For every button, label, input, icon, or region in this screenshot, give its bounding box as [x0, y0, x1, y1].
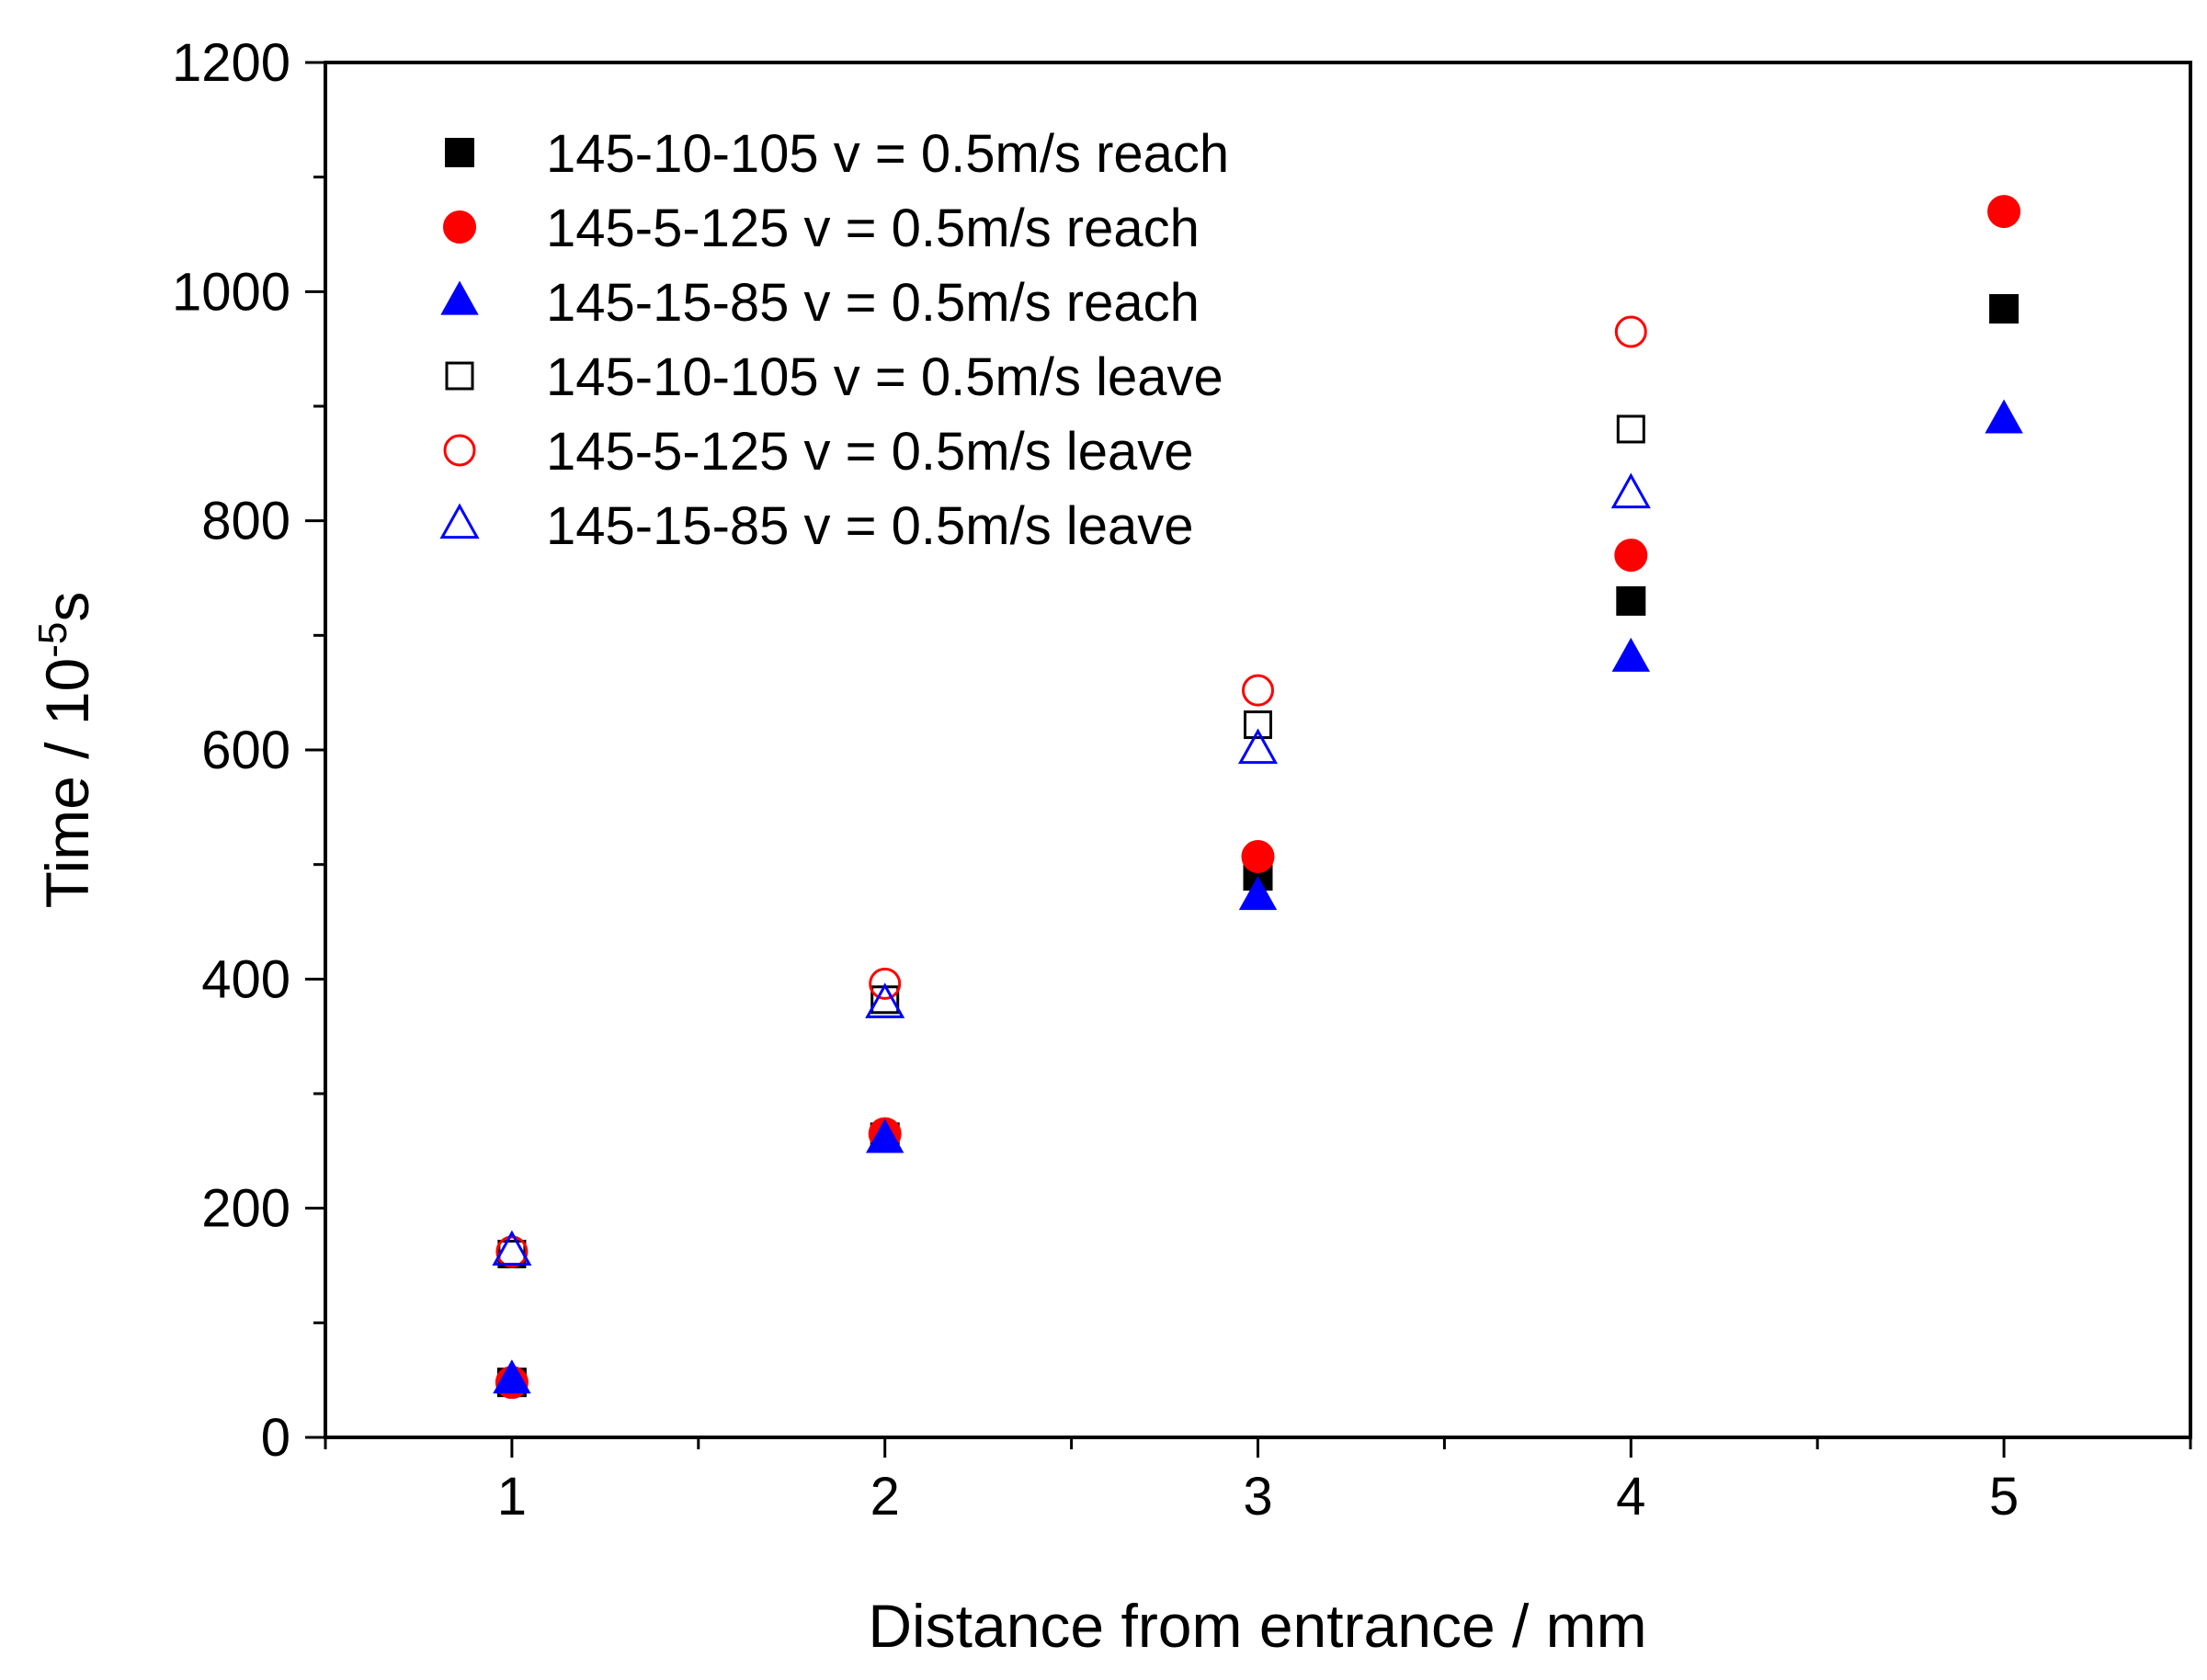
legend-marker [443, 210, 476, 244]
plot-frame [324, 61, 2192, 1439]
data-point [1614, 539, 1648, 573]
data-point [1614, 315, 1647, 348]
y-tick-label: 0 [261, 1408, 290, 1468]
legend-label: 145-15-85 v = 0.5m/s leave [546, 496, 1193, 556]
data-point [1989, 294, 2019, 324]
y-axis-title-exponent: -5 [30, 622, 75, 658]
data-point [1616, 585, 1646, 616]
x-tick-label: 4 [1616, 1467, 1645, 1527]
legend-marker [445, 138, 474, 167]
y-axis: 0 200 400 600 800 1000 1200 [172, 33, 325, 1468]
legend: 145-10-105 v = 0.5m/s reach 145-5-125 v =… [439, 124, 1229, 556]
legend-item: 145-5-125 v = 0.5m/s leave [443, 422, 1193, 482]
y-tick-label: 1200 [172, 33, 290, 93]
data-point [869, 967, 902, 1000]
data-point [495, 1235, 529, 1268]
legend-marker [443, 434, 476, 467]
y-axis-title: Time / 10-5s [30, 592, 101, 909]
legend-item: 145-10-105 v = 0.5m/s leave [445, 347, 1223, 407]
data-point [1238, 876, 1278, 911]
data-point [492, 1230, 532, 1266]
data-point [1610, 472, 1651, 509]
series-3 [493, 399, 2023, 1394]
y-tick-label: 400 [201, 949, 290, 1009]
data-point [865, 1118, 904, 1153]
legend-item: 145-15-85 v = 0.5m/s leave [439, 496, 1193, 556]
legend-item: 145-15-85 v = 0.5m/s reach [440, 273, 1200, 333]
data-points [492, 195, 2023, 1400]
legend-label: 145-5-125 v = 0.5m/s leave [546, 422, 1193, 482]
data-point [1616, 414, 1645, 444]
data-point [865, 982, 905, 1018]
y-tick-label: 800 [201, 492, 290, 551]
x-tick-label: 5 [1989, 1467, 2019, 1527]
data-point [1237, 728, 1279, 765]
data-point [1244, 710, 1272, 740]
legend-item: 145-5-125 v = 0.5m/s reach [443, 199, 1200, 258]
y-tick-label: 1000 [172, 262, 290, 322]
data-point [1241, 839, 1275, 873]
y-axis-title-suffix: s [33, 592, 101, 622]
x-tick-label: 2 [870, 1467, 900, 1527]
legend-marker [439, 503, 480, 539]
x-axis: 1 2 3 4 5 [324, 1437, 2192, 1527]
legend-label: 145-10-105 v = 0.5m/s leave [546, 347, 1223, 407]
data-point [1242, 674, 1274, 707]
legend-label: 145-15-85 v = 0.5m/s reach [546, 273, 1200, 333]
data-point [493, 1359, 531, 1394]
x-tick-label: 3 [1243, 1467, 1272, 1527]
legend-item: 145-10-105 v = 0.5m/s reach [445, 124, 1229, 184]
x-tick-label: 1 [497, 1467, 527, 1527]
legend-marker [445, 361, 474, 391]
y-tick-label: 600 [201, 721, 290, 780]
data-point [1985, 399, 2023, 434]
legend-label: 145-10-105 v = 0.5m/s reach [546, 124, 1229, 184]
legend-marker [440, 280, 479, 315]
series-5 [495, 315, 1647, 1268]
data-point [1611, 637, 1651, 672]
y-tick-label: 200 [201, 1179, 290, 1239]
series-6 [492, 472, 1651, 1266]
y-axis-title-main: Time / 10 [33, 658, 101, 909]
x-axis-title: Distance from entrance / mm [868, 1592, 1646, 1660]
legend-label: 145-5-125 v = 0.5m/s reach [546, 199, 1200, 258]
data-point [1987, 195, 2021, 229]
